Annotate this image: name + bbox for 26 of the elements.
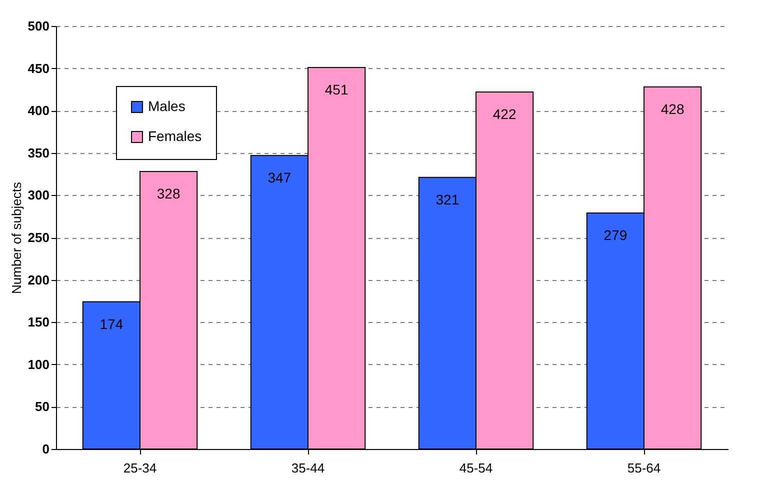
x-tick-label: 45-54	[459, 460, 493, 476]
data-label: 347	[268, 169, 292, 186]
data-label: 422	[492, 106, 516, 122]
y-tick-label: 150	[28, 314, 50, 330]
y-tick-label: 450	[28, 60, 50, 76]
legend-label: Males	[148, 98, 186, 114]
y-tick-label: 400	[28, 103, 50, 118]
data-label: 174	[100, 316, 124, 332]
legend-label: Females	[148, 128, 202, 144]
data-label: 328	[156, 186, 180, 202]
y-tick-label: 200	[28, 272, 50, 288]
data-label: 451	[324, 81, 348, 98]
y-tick-label: 250	[28, 230, 50, 245]
data-label: 279	[604, 226, 628, 243]
x-tick-label: 25-34	[123, 460, 157, 476]
y-tick-label: 350	[28, 145, 50, 160]
data-label: 321	[436, 191, 460, 208]
y-axis-title: Number of subjects	[8, 182, 24, 294]
x-tick-label: 55-64	[627, 460, 661, 476]
data-label: 428	[660, 100, 684, 117]
y-tick-label: 0	[42, 442, 50, 456]
y-tick-label: 300	[28, 188, 50, 203]
y-tick-label: 500	[28, 18, 50, 34]
x-tick-label: 35-44	[291, 460, 325, 476]
y-tick-label: 100	[28, 356, 50, 372]
y-tick-label: 50	[35, 399, 50, 414]
